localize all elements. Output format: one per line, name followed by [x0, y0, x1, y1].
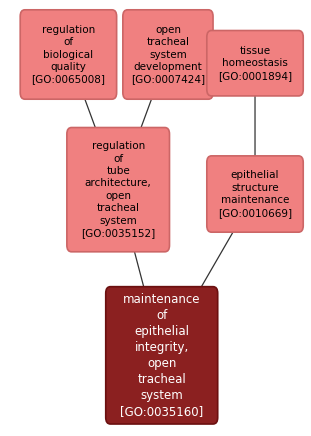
Text: tissue
homeostasis
[GO:0001894]: tissue homeostasis [GO:0001894] — [218, 46, 292, 81]
Text: regulation
of
biological
quality
[GO:0065008]: regulation of biological quality [GO:006… — [31, 25, 105, 84]
FancyBboxPatch shape — [207, 156, 303, 232]
FancyBboxPatch shape — [67, 127, 169, 252]
Text: regulation
of
tube
architecture,
open
tracheal
system
[GO:0035152]: regulation of tube architecture, open tr… — [81, 141, 155, 238]
FancyBboxPatch shape — [20, 10, 117, 99]
Text: open
tracheal
system
development
[GO:0007424]: open tracheal system development [GO:000… — [131, 25, 205, 84]
FancyBboxPatch shape — [106, 287, 218, 424]
FancyBboxPatch shape — [123, 10, 213, 99]
Text: epithelial
structure
maintenance
[GO:0010669]: epithelial structure maintenance [GO:001… — [218, 170, 292, 218]
Text: maintenance
of
epithelial
integrity,
open
tracheal
system
[GO:0035160]: maintenance of epithelial integrity, ope… — [120, 293, 203, 418]
FancyBboxPatch shape — [207, 31, 303, 96]
